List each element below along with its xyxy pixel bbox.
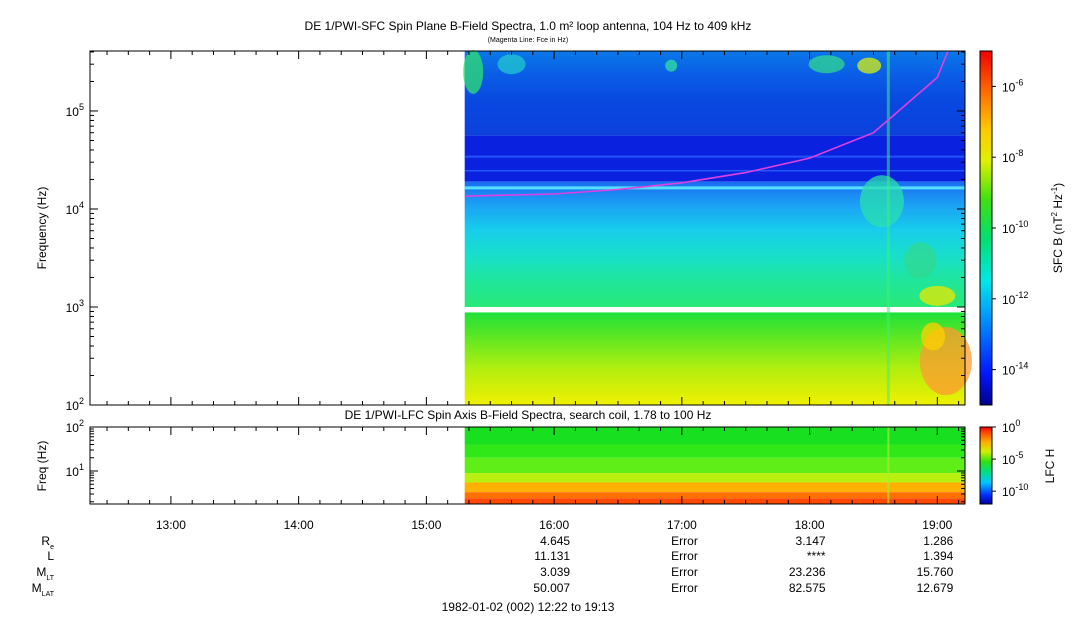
- sfc-interference-line: [464, 186, 965, 190]
- sfc-emission-patch: [904, 242, 937, 279]
- lfc-band: [464, 444, 965, 458]
- ephemeris-row-label: MLAT: [32, 581, 55, 598]
- lfc-band: [464, 498, 965, 504]
- sfc-colorbar-tick-label: 10-8: [1002, 148, 1023, 165]
- lfc-panel-title: DE 1/PWI-LFC Spin Axis B-Field Spectra, …: [345, 408, 712, 422]
- lfc-colorbar-ticks: 100 10-5 10-10: [992, 418, 1028, 499]
- sfc-panel-title: DE 1/PWI-SFC Spin Plane B-Field Spectra,…: [305, 19, 752, 33]
- ephemeris-value: 23.236: [789, 565, 826, 579]
- ephemeris-value: 15.760: [917, 565, 954, 579]
- lfc-band: [464, 457, 965, 474]
- sfc-y-tick-label: 104: [66, 200, 84, 217]
- sfc-panel-subtitle: (Magenta Line: Fce in Hz): [488, 37, 569, 44]
- sfc-y-tick-label: 102: [66, 396, 84, 413]
- ephemeris-value: 1.394: [923, 549, 953, 563]
- lfc-colorbar-bar: [979, 426, 993, 505]
- lfc-colorbar-label: LFC H: [1043, 449, 1057, 484]
- lfc-band: [464, 427, 965, 445]
- ephemeris-table: Re 4.645 Error 3.147 1.286 L 11.131 Error **** 1.…: [32, 534, 954, 598]
- ephemeris-row-label: Re: [41, 534, 54, 551]
- sfc-data-gap: [464, 306, 965, 313]
- ephemeris-value: Error: [671, 549, 698, 563]
- lfc-colorbar-tick-label: 10-10: [1002, 482, 1028, 499]
- sfc-interference-line: [464, 155, 965, 158]
- time-tick-label: 17:00: [667, 518, 697, 532]
- sfc-band-dark: [464, 135, 965, 182]
- lfc-colorbar: 100 10-5 10-10 LFC H: [979, 418, 1057, 505]
- time-tick-label: 13:00: [156, 518, 186, 532]
- ephemeris-value: 11.131: [534, 549, 570, 563]
- sfc-colorbar: 10-6 10-8 10-10 10-12 10-14 SFC B (nT2 Hz-1): [979, 50, 1065, 406]
- sfc-colorbar-label: SFC B (nT2 Hz-1): [1050, 183, 1065, 273]
- sfc-spectrogram-image: [463, 49, 972, 405]
- lfc-y-tick-label: 101: [66, 462, 84, 479]
- ephemeris-value: 12.679: [917, 581, 954, 595]
- sfc-emission-patch: [808, 55, 845, 74]
- ephemeris-row-label: L: [47, 549, 54, 563]
- sfc-colorbar-tick-label: 10-6: [1002, 77, 1023, 94]
- sfc-colorbar-tick-label: 10-14: [1002, 361, 1028, 378]
- sfc-x-axis-ticks: [106, 51, 960, 405]
- lfc-spectrogram: 101 102: [66, 418, 966, 505]
- sfc-band-low: [464, 312, 965, 405]
- ephemeris-value: Error: [671, 534, 698, 548]
- lfc-band: [464, 492, 965, 499]
- sfc-emission-patch: [921, 322, 946, 351]
- sfc-plot-frame: [89, 50, 966, 406]
- fce-magenta-line: [464, 50, 949, 197]
- ephemeris-value: Error: [671, 565, 698, 579]
- sfc-emission-patch: [463, 49, 484, 94]
- lfc-band: [464, 482, 965, 493]
- time-tick-label: 14:00: [284, 518, 314, 532]
- ephemeris-value: 50.007: [533, 581, 570, 595]
- sfc-y-tick-label: 103: [66, 298, 84, 315]
- lfc-broadband-spike: [887, 427, 890, 504]
- sfc-band-upper: [464, 51, 965, 136]
- sfc-broadband-spike: [886, 51, 890, 405]
- lfc-colorbar-tick-label: 10-5: [1002, 450, 1023, 467]
- sfc-emission-patch: [497, 54, 526, 75]
- sfc-colorbar-ticks: 10-6 10-8 10-10 10-12 10-14: [992, 77, 1028, 378]
- lfc-y-axis-ticks: 101 102: [66, 418, 965, 503]
- ephemeris-value: 1.286: [923, 534, 953, 548]
- sfc-y-axis-ticks: 102 103 104 105: [66, 51, 965, 413]
- sfc-colorbar-tick-label: 10-12: [1002, 290, 1028, 307]
- sfc-y-axis-label: Frequency (Hz): [35, 187, 49, 270]
- lfc-y-axis-label: Freq (Hz): [35, 441, 49, 492]
- lfc-spectrogram-image: [464, 427, 965, 504]
- footer-date-range: 1982-01-02 (002) 12:22 to 19:13: [442, 600, 615, 614]
- sfc-colorbar-bar: [979, 50, 993, 406]
- lfc-x-axis-ticks: [106, 427, 960, 504]
- ephemeris-value: 3.039: [540, 565, 570, 579]
- lfc-plot-frame: [89, 426, 966, 505]
- sfc-emission-patch: [859, 175, 904, 228]
- ephemeris-row-label: MLT: [36, 565, 54, 582]
- time-tick-label: 18:00: [795, 518, 825, 532]
- time-axis-labels: 13:00 14:00 15:00 16:00 17:00 18:00 19:00: [156, 518, 953, 532]
- ephemeris-value: 3.147: [796, 534, 826, 548]
- sfc-emission-patch: [919, 285, 956, 306]
- lfc-y-tick-label: 102: [66, 418, 84, 435]
- sfc-emission-patch: [857, 57, 882, 74]
- ephemeris-value: 4.645: [540, 534, 570, 548]
- time-tick-label: 16:00: [539, 518, 569, 532]
- time-tick-label: 15:00: [411, 518, 441, 532]
- sfc-interference-line: [464, 169, 965, 172]
- sfc-emission-patch: [665, 59, 678, 72]
- sfc-y-tick-label: 105: [66, 102, 84, 119]
- time-tick-label: 19:00: [922, 518, 952, 532]
- ephemeris-value: ****: [807, 549, 826, 563]
- lfc-band: [464, 473, 965, 483]
- sfc-spectrogram: 102 103 104 105: [66, 49, 972, 413]
- lfc-colorbar-tick-label: 100: [1002, 418, 1020, 435]
- sfc-colorbar-tick-label: 10-10: [1002, 219, 1028, 236]
- ephemeris-value: 82.575: [789, 581, 826, 595]
- ephemeris-value: Error: [671, 581, 698, 595]
